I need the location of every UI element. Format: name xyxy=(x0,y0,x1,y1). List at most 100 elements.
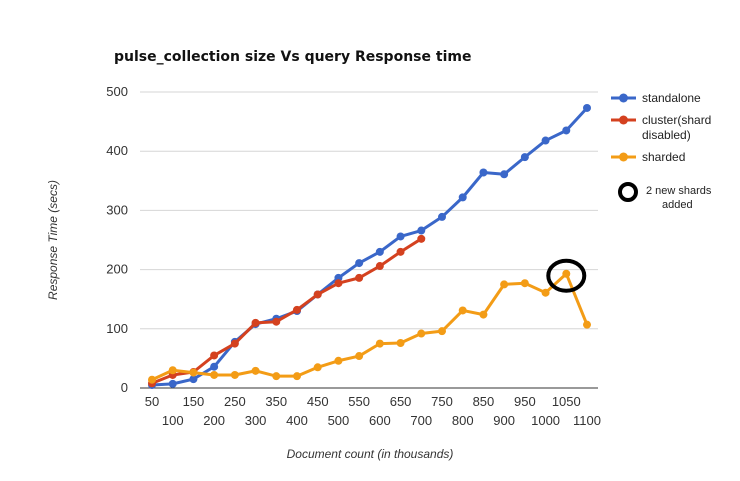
series-layer xyxy=(148,103,591,390)
data-point xyxy=(438,212,446,221)
data-point xyxy=(230,370,239,379)
x-tick-label: 650 xyxy=(390,394,412,409)
data-point xyxy=(210,362,219,371)
data-point xyxy=(458,193,467,202)
data-point xyxy=(189,375,198,384)
x-tick-label: 850 xyxy=(473,394,495,409)
data-point xyxy=(541,288,550,297)
series-line xyxy=(151,106,589,387)
data-point xyxy=(438,327,446,336)
x-tick-label: 500 xyxy=(328,413,350,428)
data-point xyxy=(230,339,239,348)
legend-label: disabled) xyxy=(642,128,691,142)
y-tick-label: 300 xyxy=(106,202,128,217)
x-tick-label: 250 xyxy=(224,394,246,409)
data-point xyxy=(375,262,384,271)
chart-title: pulse_collection size Vs query Response … xyxy=(114,49,471,65)
data-point xyxy=(168,366,177,375)
x-tick-label: 950 xyxy=(514,394,536,409)
x-tick-label: 800 xyxy=(452,413,474,428)
data-point xyxy=(293,372,301,381)
x-tick-label: 400 xyxy=(286,413,308,428)
data-point xyxy=(583,103,591,112)
series-line xyxy=(151,237,423,385)
data-point xyxy=(148,375,156,384)
x-tick-label: 700 xyxy=(410,413,432,428)
y-tick-label: 0 xyxy=(121,380,128,395)
data-point xyxy=(500,280,509,289)
data-point xyxy=(562,126,571,135)
data-point xyxy=(168,379,177,388)
data-point xyxy=(417,329,426,338)
legend-label: cluster(shard xyxy=(642,113,711,127)
data-point xyxy=(396,339,405,348)
y-tick-label: 200 xyxy=(106,262,128,277)
data-point xyxy=(189,368,198,377)
data-point xyxy=(272,372,281,381)
y-tick-label: 400 xyxy=(106,143,128,158)
data-point xyxy=(396,247,405,256)
y-tick-label: 100 xyxy=(106,321,128,336)
x-tick-label: 450 xyxy=(307,394,329,409)
y-axis-ticks: 0 100 200 300 400 500 xyxy=(106,84,128,395)
data-point xyxy=(355,352,364,361)
x-tick-label: 1000 xyxy=(531,413,560,428)
x-tick-label: 750 xyxy=(431,394,453,409)
data-point xyxy=(479,310,488,319)
x-tick-label: 50 xyxy=(145,394,159,409)
x-tick-label: 550 xyxy=(348,394,370,409)
x-tick-label: 100 xyxy=(162,413,184,428)
x-tick-label: 600 xyxy=(369,413,391,428)
x-tick-label: 200 xyxy=(203,413,225,428)
annotation-marker-icon xyxy=(618,182,638,202)
data-point xyxy=(583,320,591,329)
grid-lines xyxy=(140,91,598,389)
x-axis-label: Document count (in thousands) xyxy=(287,447,454,461)
x-tick-label: 1100 xyxy=(573,413,601,428)
data-point xyxy=(334,356,343,365)
x-tick-label: 150 xyxy=(183,394,205,409)
data-point xyxy=(375,247,384,256)
data-point xyxy=(417,234,426,243)
highlight-ring xyxy=(546,258,587,293)
x-tick-label: 300 xyxy=(245,413,267,428)
annotation-text-line2: added xyxy=(662,199,693,211)
annotation-text-line1: 2 new shards xyxy=(646,185,712,197)
data-point xyxy=(272,317,281,326)
data-point xyxy=(500,170,509,179)
data-point xyxy=(520,153,529,162)
data-point xyxy=(251,318,260,327)
data-point xyxy=(355,273,364,282)
data-point xyxy=(520,279,529,288)
x-tick-label: 350 xyxy=(265,394,287,409)
legend-label: standalone xyxy=(642,91,701,105)
data-point xyxy=(375,339,384,348)
data-point xyxy=(458,306,467,315)
data-point xyxy=(334,279,343,288)
annotation: 2 new shards added xyxy=(546,182,712,293)
data-point xyxy=(396,232,405,241)
data-point xyxy=(210,370,219,379)
series-line xyxy=(151,272,589,382)
data-point xyxy=(313,290,322,299)
legend-label: sharded xyxy=(642,150,685,164)
legend-swatch-dot xyxy=(619,93,628,103)
data-point xyxy=(293,305,301,314)
data-point xyxy=(210,351,219,360)
data-point xyxy=(417,226,426,235)
x-tick-label: 900 xyxy=(493,413,515,428)
data-point xyxy=(313,363,322,372)
data-point xyxy=(479,168,488,177)
data-point xyxy=(355,259,364,268)
data-point xyxy=(251,366,260,375)
x-tick-label: 1050 xyxy=(552,394,581,409)
y-tick-label: 500 xyxy=(106,84,128,99)
legend-swatch-dot xyxy=(619,115,628,125)
data-point xyxy=(541,136,550,145)
y-axis-label: Response Time (secs) xyxy=(46,180,60,300)
legend-swatch-dot xyxy=(619,152,628,162)
data-point xyxy=(562,269,571,278)
